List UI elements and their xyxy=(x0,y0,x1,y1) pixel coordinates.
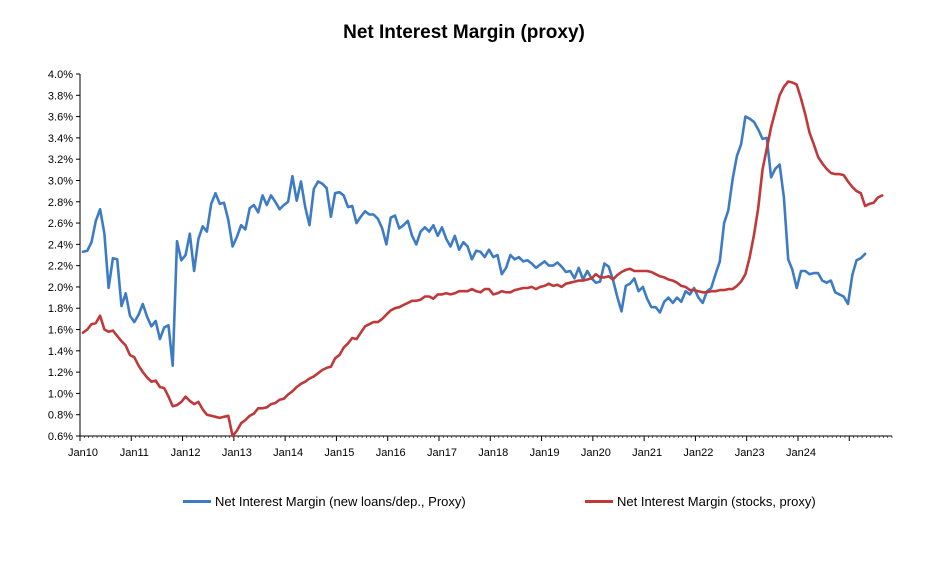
y-tick-label: 3.6% xyxy=(48,112,73,124)
y-tick-label: 2.2% xyxy=(48,261,73,273)
x-tick-label: Jan24 xyxy=(786,447,816,459)
x-tick-label: Jan20 xyxy=(581,447,611,459)
y-tick-label: 2.0% xyxy=(48,282,73,294)
chart-title: Net Interest Margin (proxy) xyxy=(343,22,585,43)
chart-axes: 0.6% 0.8% 1.0% 1.2% 1.4% 1.6% 1.8% 2.0% 2.2% 2.4%… xyxy=(48,69,893,459)
y-tick-label: 1.4% xyxy=(48,346,73,358)
legend-label-stocks: Net Interest Margin (stocks, proxy) xyxy=(617,494,816,509)
y-tick-label: 3.4% xyxy=(48,133,73,145)
series-line-new-loans xyxy=(81,115,867,368)
x-tick-label: Jan22 xyxy=(683,447,713,459)
y-tick-label: 0.8% xyxy=(48,410,73,422)
y-tick-label: 3.8% xyxy=(48,90,73,102)
series-line-stocks xyxy=(81,80,884,438)
legend-swatch-new-loans xyxy=(183,500,211,503)
y-tick-label: 0.6% xyxy=(48,431,73,443)
series-layer xyxy=(81,80,884,438)
x-tick-label: Jan15 xyxy=(324,447,354,459)
y-tick-label: 1.0% xyxy=(48,388,73,400)
y-tick-label: 2.8% xyxy=(48,197,73,209)
x-tick-label: Jan10 xyxy=(68,447,98,459)
legend-label-new-loans: Net Interest Margin (new loans/dep., Pro… xyxy=(215,494,466,509)
x-tick-label: Jan12 xyxy=(171,447,201,459)
x-tick-label: Jan21 xyxy=(632,447,662,459)
y-tick-label: 2.6% xyxy=(48,218,73,230)
x-tick-label: Jan18 xyxy=(478,447,508,459)
y-tick-label: 1.6% xyxy=(48,325,73,337)
x-tick-label: Jan13 xyxy=(222,447,252,459)
legend-item-new-loans: Net Interest Margin (new loans/dep., Pro… xyxy=(183,494,466,509)
x-tick-label: Jan14 xyxy=(273,447,303,459)
y-tick-label: 3.2% xyxy=(48,154,73,166)
y-tick-label: 3.0% xyxy=(48,175,73,187)
x-tick-label: Jan19 xyxy=(530,447,560,459)
x-tick-label: Jan23 xyxy=(735,447,765,459)
x-tick-label: Jan11 xyxy=(120,447,149,459)
y-tick-label: 1.2% xyxy=(48,367,73,379)
legend-swatch-stocks xyxy=(585,500,613,503)
x-tick-label: Jan17 xyxy=(427,447,457,459)
legend-item-stocks: Net Interest Margin (stocks, proxy) xyxy=(585,494,816,509)
y-tick-label: 1.8% xyxy=(48,303,73,315)
x-tick-label: Jan16 xyxy=(376,447,406,459)
y-tick-label: 4.0% xyxy=(48,69,73,81)
y-tick-label: 2.4% xyxy=(48,239,73,251)
